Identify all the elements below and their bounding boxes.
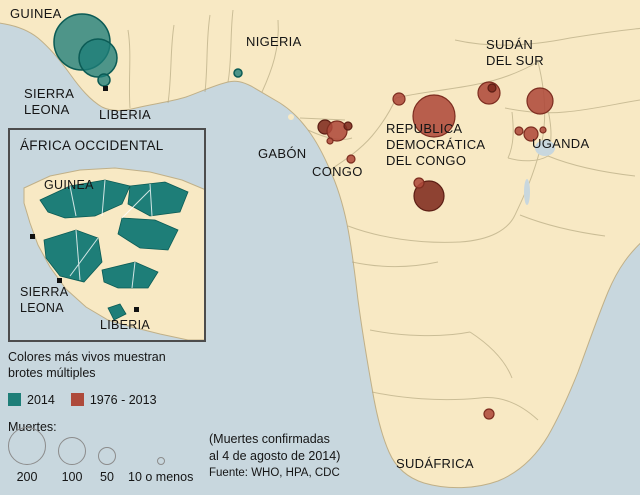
inset-label-liberia: LIBERIA [100,318,151,332]
country-borders [127,9,640,421]
legend-size-label: 100 [61,469,83,484]
outbreak-1976-2013-circle [326,137,334,145]
outbreak-2014-circle [78,38,118,78]
outbreak-1976-2013-circle [326,120,348,142]
source-note: (Muertes confirmadas al 4 de agosto de 2… [209,431,340,481]
marker-freetown [57,278,62,283]
inset-title: ÁFRICA OCCIDENTAL [20,138,164,153]
inset-west-africa: ÁFRICA OCCIDENTAL GUINEA SIERRA LEONA LIBER… [8,128,206,342]
label-gabon: GABÓN [258,146,307,161]
source-line2: al 4 de agosto de 2014) [209,448,341,463]
legend-size-circle [58,436,86,465]
legend-size-circle [8,426,46,465]
label-uganda: UGANDA [532,136,590,151]
inset-district-borders [69,179,153,289]
lakes [524,140,555,205]
label-rd-congo-line2: DEMOCRÁTICA [386,137,486,152]
legend-size-label: 10 o menos [128,469,194,484]
label-sudafrica: SUDÁFRICA [396,456,474,471]
label-rd-congo-line3: DEL CONGO [386,153,467,168]
outbreak-1976-2013-circle [526,87,554,115]
outbreak-1976-2013-circle [412,94,456,138]
outbreak-1976-2013-circle [523,126,539,142]
marker-monrovia [134,307,139,312]
outbreak-1976-2013-circle [514,126,524,136]
legend-size-item: 100 [58,436,86,484]
outbreak-2014-circle [97,73,111,87]
source-attribution: Fuente: WHO, HPA, CDC [209,467,340,479]
swatch-1976-2013 [70,393,84,406]
legend-note-line2: brotes múltiples [8,366,96,381]
outbreak-1976-2013-circle [413,180,445,212]
inset-label-sierra-leona-line1: SIERRA [20,285,69,299]
outbreak-1976-2013-circle [487,83,497,93]
outbreaks-2014-layer [53,13,243,87]
legend-key-1976-2013: 1976 - 2013 [70,392,157,407]
legend-size-label: 50 [100,469,114,484]
marker-monrovia-main [103,86,108,91]
legend-size-item: 200 [8,426,46,484]
label-sierra-leona-line1: SIERRA [24,86,75,101]
label-sierra-leona-line2: LEONA [24,102,70,117]
inset-map [23,167,204,340]
outbreak-2014-circle [233,68,243,78]
capital-markers-layer [103,86,108,91]
legend-size-circle [156,456,165,465]
legend-note-line1: Colores más vivos muestran [8,350,166,364]
outbreak-1976-2013-circle [346,154,356,164]
outbreak-1976-2013-circle [392,92,406,106]
outbreak-1976-2013-circle [413,177,425,189]
inset-2014-districts [39,179,189,321]
legend-size-circle [98,446,116,465]
marker-conakry [30,234,35,239]
label-guinea: GUINEA [10,6,62,21]
outbreak-1976-2013-circle [343,121,353,131]
label-congo: CONGO [312,164,363,179]
legend: Colores más vivos muestran brotes múltip… [8,349,208,484]
legend-key-2014-label: 2014 [27,392,55,407]
legend-key-2014: 2014 [8,393,55,407]
outbreak-1976-2013-circle [483,408,495,420]
label-nigeria: NIGERIA [246,34,302,49]
legend-size-label: 200 [16,469,38,484]
label-sudan-del-sur-line2: DEL SUR [486,53,544,68]
outbreak-1976-2013-circle [539,126,547,134]
legend-keys: 2014 1976 - 2013 [8,393,208,407]
label-rd-congo-line1: REPUBLICA [386,121,463,136]
inset-label-sierra-leona-line2: LEONA [20,301,64,315]
outbreaks-1976-2013-layer [317,81,554,420]
swatch-2014 [8,393,21,406]
label-liberia: LIBERIA [99,107,151,122]
island-bioko [288,114,294,120]
legend-size-item: 50 [98,446,116,484]
source-line1: (Muertes confirmadas [209,432,330,446]
inset-label-guinea: GUINEA [44,178,94,192]
legend-key-1976-2013-label: 1976 - 2013 [89,392,157,407]
label-sudan-del-sur-line1: SUDÁN [486,37,534,52]
legend-size-item: 10 o menos [128,456,194,484]
legend-size-scale: 200 100 50 10 o menos [8,426,208,484]
